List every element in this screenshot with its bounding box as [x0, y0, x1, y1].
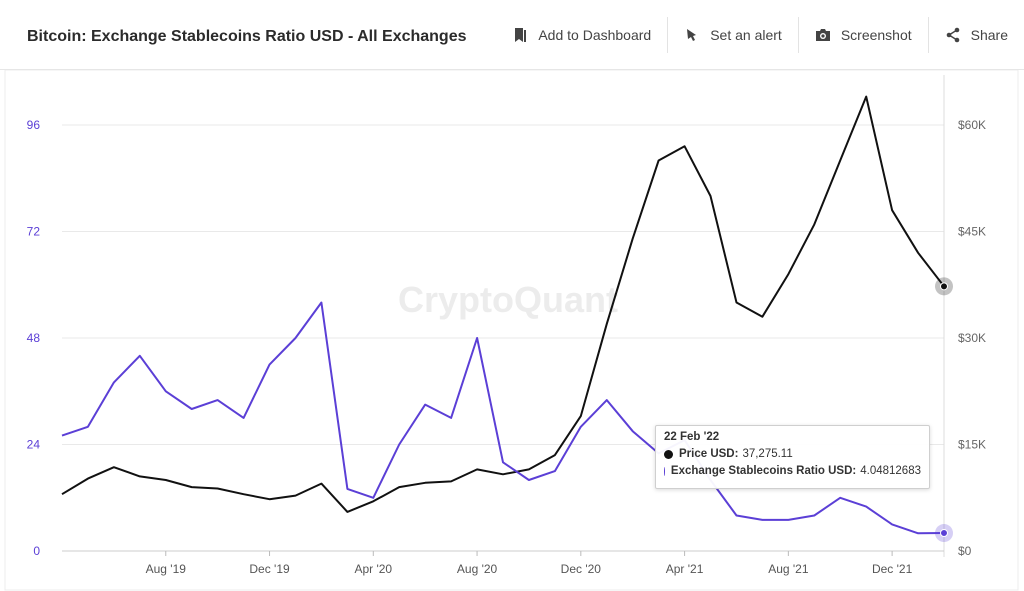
x-axis-tick-label: Dec '21: [872, 562, 913, 576]
price-marker: [940, 282, 948, 291]
x-axis-tick-label: Aug '19: [146, 562, 187, 576]
tooltip-price-value: 37,275.11: [742, 448, 793, 460]
chart-toolbar: Add to Dashboard Set an alert Screenshot…: [496, 0, 1024, 70]
watermark: CryptoQuant: [398, 279, 618, 320]
chart-tooltip: 22 Feb '22 Price USD: 37,275.11 Exchange…: [655, 425, 930, 489]
chart-frame: [4, 70, 1019, 591]
left-axis-tick-label: 96: [27, 118, 41, 132]
chart-area: 0 $0 24 $15K 48 $30K 72 $45K 96 $60K Aug '19 Dec '1…: [0, 70, 1024, 591]
x-axis-tick-label: Aug '21: [768, 562, 809, 576]
x-axis-tick-label: Aug '20: [457, 562, 498, 576]
add-to-dashboard-button[interactable]: Add to Dashboard: [496, 17, 667, 53]
camera-icon: [815, 29, 830, 41]
right-axis-tick-label: $15K: [958, 438, 986, 452]
tooltip-row-ratio: Exchange Stablecoins Ratio USD: 4.048126…: [664, 463, 921, 480]
share-button[interactable]: Share: [927, 17, 1024, 53]
tooltip-row-price: Price USD: 37,275.11: [664, 446, 921, 463]
set-alert-label: Set an alert: [710, 27, 782, 43]
tooltip-date: 22 Feb '22: [664, 431, 720, 443]
right-axis-tick-label: $0: [958, 544, 972, 558]
right-axis-tick-label: $45K: [958, 225, 986, 239]
right-axis-tick-label: $60K: [958, 118, 986, 132]
x-axis-tick-label: Apr '20: [354, 562, 392, 576]
left-axis-tick-label: 72: [27, 225, 41, 239]
left-axis-tick-label: 48: [27, 331, 41, 345]
left-axis-tick-label: 0: [33, 544, 40, 558]
screenshot-label: Screenshot: [840, 27, 912, 43]
x-axis-tick-label: Dec '19: [249, 562, 290, 576]
bell-icon: [687, 29, 697, 41]
tooltip-ratio-value: 4.04812683: [860, 465, 921, 477]
price-series-line: [61, 95, 945, 513]
tooltip-price-name: Price USD:: [679, 448, 739, 460]
tooltip-ratio-name: Exchange Stablecoins Ratio USD:: [670, 465, 857, 477]
share-label: Share: [970, 27, 1008, 43]
x-axis-tick-label: Apr '21: [666, 562, 704, 576]
share-icon: [946, 27, 959, 43]
ratio-series-line: [61, 301, 945, 535]
screenshot-button[interactable]: Screenshot: [797, 17, 928, 53]
left-axis-tick-label: 24: [27, 438, 41, 452]
set-alert-button[interactable]: Set an alert: [667, 17, 798, 53]
right-axis-tick-label: $30K: [958, 331, 986, 345]
chart-header: Bitcoin: Exchange Stablecoins Ratio USD …: [0, 0, 1024, 70]
bookmark-icon: [515, 28, 527, 42]
line-chart: 0 $0 24 $15K 48 $30K 72 $45K 96 $60K Aug '19 Dec '1…: [4, 70, 1019, 591]
ratio-series-dot: [664, 467, 665, 476]
add-to-dashboard-label: Add to Dashboard: [538, 27, 652, 43]
chart-title: Bitcoin: Exchange Stablecoins Ratio USD …: [27, 28, 467, 45]
x-axis-tick-label: Dec '20: [561, 562, 602, 576]
price-series-dot: [664, 450, 673, 459]
ratio-marker: [940, 529, 948, 538]
